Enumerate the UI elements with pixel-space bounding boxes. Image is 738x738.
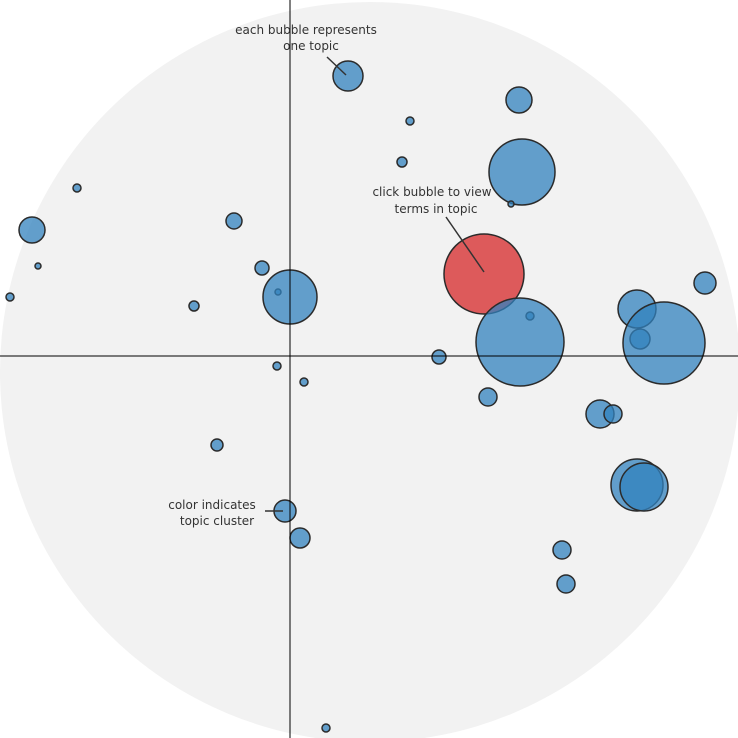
topic-bubble[interactable] [478, 387, 498, 407]
topic-bubble[interactable] [475, 297, 565, 387]
annotation-bubble-topic: each bubble represents one topic [235, 23, 377, 76]
annotation-bubble-topic-pointer [326, 56, 347, 76]
topic-bubble[interactable] [272, 361, 282, 371]
topic-bubble[interactable] [72, 183, 82, 193]
topic-bubble[interactable] [619, 462, 669, 512]
topic-bubble[interactable] [693, 271, 717, 295]
annotation-click-view-line-1: click bubble to view [372, 185, 491, 199]
annotation-click-view-pointer [445, 216, 485, 273]
topic-bubble[interactable] [396, 156, 408, 168]
topic-bubble[interactable] [603, 404, 623, 424]
topic-bubble[interactable] [443, 233, 525, 315]
annotation-bubble-topic-line-2: one topic [283, 39, 339, 53]
bubbles-layer [5, 60, 717, 733]
topic-bubble[interactable] [332, 60, 364, 92]
topic-bubble[interactable] [507, 200, 515, 208]
topic-bubble[interactable] [488, 138, 556, 206]
topic-bubble[interactable] [5, 292, 15, 302]
topic-bubble[interactable] [505, 86, 533, 114]
topic-bubble[interactable] [225, 212, 243, 230]
annotation-color-cluster: color indicates topic cluster [168, 498, 283, 528]
topic-bubble[interactable] [556, 574, 576, 594]
topic-bubble[interactable] [552, 540, 572, 560]
topic-bubble[interactable] [622, 301, 706, 385]
topic-bubble[interactable] [18, 216, 46, 244]
topic-bubble[interactable] [299, 377, 309, 387]
annotation-click-view: click bubble to view terms in topic [372, 185, 492, 273]
annotation-click-view-line-2: terms in topic [395, 202, 478, 216]
topic-bubble[interactable] [254, 260, 270, 276]
topic-bubble[interactable] [34, 262, 42, 270]
annotation-color-cluster-line-2: topic cluster [180, 514, 254, 528]
topic-bubble[interactable] [431, 349, 447, 365]
topic-bubble[interactable] [321, 723, 331, 733]
topic-bubble[interactable] [210, 438, 224, 452]
annotation-bubble-topic-line-1: each bubble represents [235, 23, 377, 37]
topic-bubble[interactable] [289, 527, 311, 549]
annotation-color-cluster-line-1: color indicates [168, 498, 256, 512]
topic-bubble[interactable] [188, 300, 200, 312]
topic-bubble[interactable] [405, 116, 415, 126]
